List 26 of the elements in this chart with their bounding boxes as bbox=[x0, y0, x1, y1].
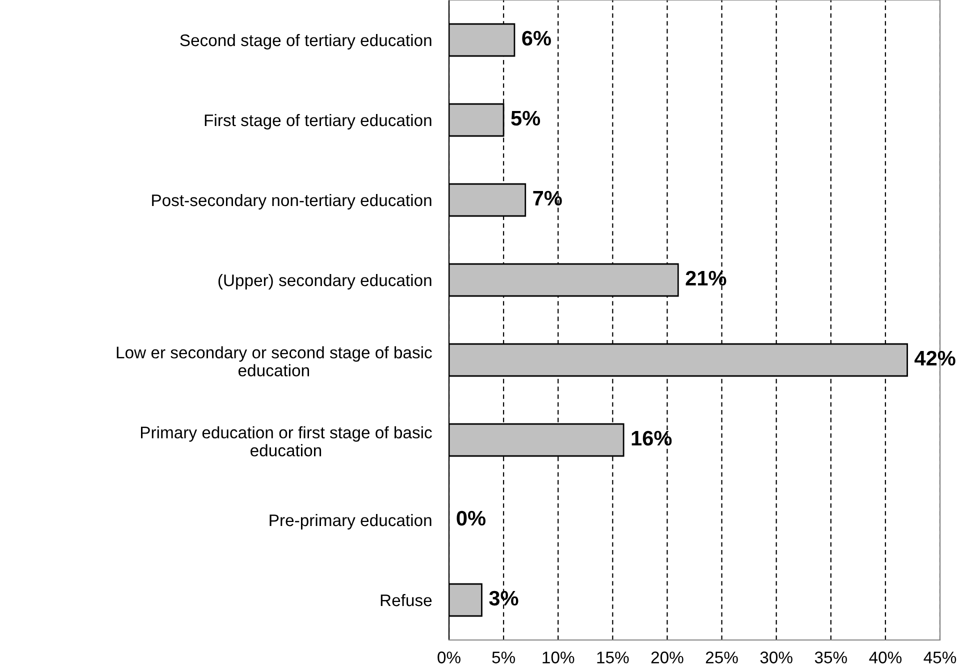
x-tick-label: 40% bbox=[869, 652, 902, 664]
y-tick-label: Low er secondary or second stage of basic education bbox=[116, 346, 432, 376]
x-tick-label: 20% bbox=[651, 652, 684, 664]
data-label: 42% bbox=[914, 350, 956, 366]
y-tick-label: Primary education or first stage of basic education bbox=[141, 426, 432, 456]
y-tick-label: Post-secondary non-tertiary education bbox=[152, 194, 432, 210]
data-label: 6% bbox=[522, 30, 551, 46]
y-tick-label: Second stage of tertiary education bbox=[180, 34, 432, 50]
data-label: 21% bbox=[686, 270, 726, 286]
x-tick-label: 45% bbox=[924, 652, 956, 664]
data-label: 7% bbox=[533, 190, 562, 206]
data-label: 0% bbox=[456, 510, 486, 526]
y-tick-label: Pre-primary education bbox=[270, 514, 432, 530]
data-label: 5% bbox=[511, 110, 540, 126]
x-tick-label: 30% bbox=[760, 652, 792, 664]
x-tick-label: 10% bbox=[542, 652, 574, 664]
x-tick-label: 5% bbox=[492, 652, 516, 664]
data-label: 16% bbox=[632, 430, 672, 446]
x-tick-label: 25% bbox=[706, 652, 738, 664]
data-label: 3% bbox=[489, 590, 518, 606]
x-tick-label: 35% bbox=[814, 652, 847, 664]
y-tick-label: First stage of tertiary education bbox=[204, 114, 432, 130]
x-tick-label: 0% bbox=[438, 652, 460, 664]
y-tick-label: (Upper) secondary education bbox=[218, 274, 432, 290]
y-tick-label: Refuse bbox=[380, 594, 432, 606]
x-tick-label: 15% bbox=[597, 652, 629, 664]
